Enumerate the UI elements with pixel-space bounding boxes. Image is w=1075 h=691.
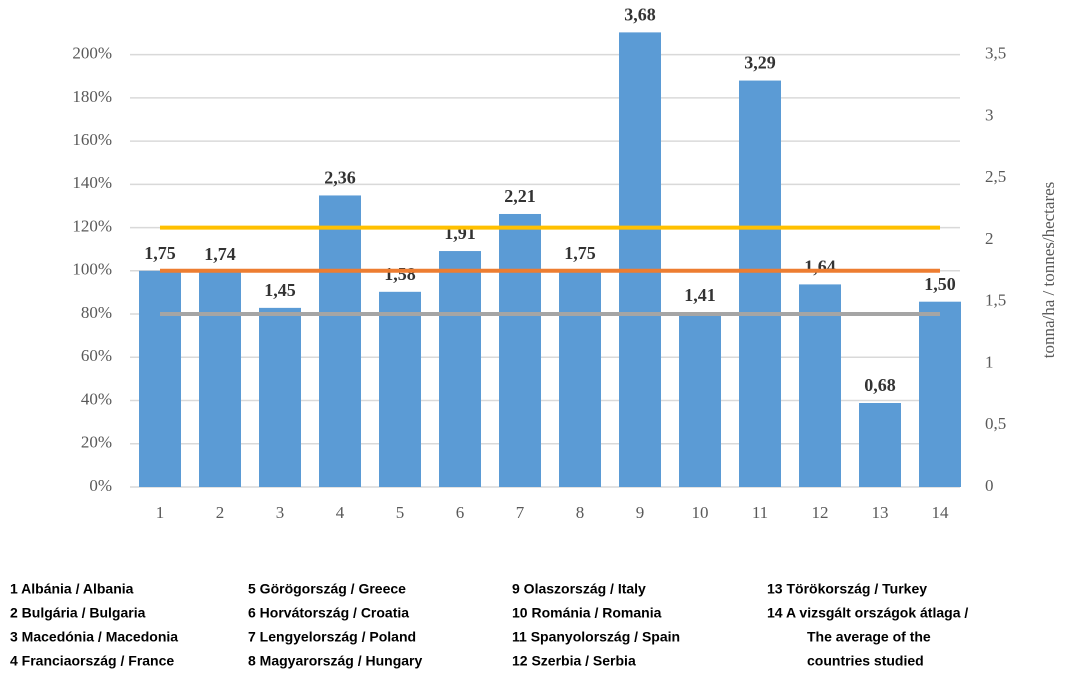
x-tick-label: 12 [812, 503, 829, 522]
y-tick-label: 160% [72, 130, 112, 149]
value-label: 3,29 [744, 53, 776, 73]
value-label: 2,21 [504, 186, 536, 206]
value-label: 1,41 [684, 285, 716, 305]
legend-note: 9 Olaszország / Italy [512, 581, 646, 597]
bar [799, 284, 841, 487]
y-tick-label: 80% [81, 303, 112, 322]
bar [379, 291, 421, 487]
value-label: 1,45 [264, 280, 296, 300]
legend-note: 13 Törökország / Turkey [767, 581, 927, 597]
value-label: 3,68 [624, 5, 656, 25]
x-tick-label: 6 [456, 503, 465, 522]
value-label: 2,36 [324, 168, 356, 188]
x-tick-label: 14 [932, 503, 950, 522]
x-tick-label: 5 [396, 503, 405, 522]
legend-note: 5 Görögország / Greece [248, 581, 406, 597]
x-tick-label: 13 [872, 503, 889, 522]
y-tick-label: 200% [72, 44, 112, 63]
legend-note: 12 Szerbia / Serbia [512, 653, 636, 669]
bar [499, 213, 541, 488]
x-tick-label: 3 [276, 503, 285, 522]
bar [319, 195, 361, 487]
bar [139, 270, 181, 487]
legend-note: 3 Macedónia / Macedonia [10, 629, 178, 645]
legend-note: 2 Bulgária / Bulgaria [10, 605, 146, 621]
legend-note: 1 Albánia / Albania [10, 581, 134, 597]
value-label: 1,75 [564, 243, 596, 263]
y2-tick-label: 1 [985, 352, 994, 371]
legend-note: 6 Horvátország / Croatia [248, 605, 409, 621]
legend-note: 8 Magyarország / Hungary [248, 653, 422, 669]
legend-note: 4 Franciaország / France [10, 653, 174, 669]
value-label: 1,58 [384, 264, 416, 284]
x-tick-label: 4 [336, 503, 345, 522]
bar [199, 272, 241, 487]
y-tick-label: 100% [72, 260, 112, 279]
legend-note: 14 A vizsgált országok átlaga / [767, 605, 968, 621]
bar [619, 32, 661, 487]
y2-tick-label: 1,5 [985, 291, 1006, 310]
x-tick-label: 8 [576, 503, 585, 522]
x-tick-label: 2 [216, 503, 225, 522]
y2-tick-label: 3,5 [985, 44, 1006, 63]
bar [739, 80, 781, 488]
y-tick-label: 40% [81, 389, 112, 408]
legend-note: 10 Románia / Romania [512, 605, 662, 621]
bar [259, 307, 301, 487]
bar [439, 251, 481, 487]
y-tick-label: 0% [89, 476, 112, 495]
value-label: 1,50 [924, 274, 956, 294]
bar [859, 402, 901, 487]
y-tick-label: 120% [72, 216, 112, 235]
value-label: 0,68 [864, 375, 896, 395]
y2-axis-label: tonna/ha / tonnes/hectares [1039, 182, 1058, 359]
bar [679, 312, 721, 487]
value-label: 1,75 [144, 243, 176, 263]
y-tick-label: 180% [72, 87, 112, 106]
y2-tick-label: 0,5 [985, 414, 1006, 433]
x-tick-label: 9 [636, 503, 645, 522]
x-tick-label: 11 [752, 503, 768, 522]
bar [559, 270, 601, 487]
legend-note: 11 Spanyolország / Spain [512, 629, 680, 645]
y-tick-label: 20% [81, 433, 112, 452]
y2-tick-label: 2,5 [985, 167, 1006, 186]
y-tick-label: 140% [72, 173, 112, 192]
x-tick-label: 1 [156, 503, 165, 522]
legend-note: 7 Lengyelország / Poland [248, 629, 416, 645]
x-tick-label: 10 [692, 503, 709, 522]
legend-note: countries studied [807, 653, 924, 669]
y2-tick-label: 2 [985, 229, 994, 248]
x-tick-label: 7 [516, 503, 525, 522]
bar [919, 301, 961, 487]
value-label: 1,64 [804, 257, 836, 277]
y-tick-label: 60% [81, 346, 112, 365]
y2-tick-label: 0 [985, 476, 994, 495]
legend-note: The average of the [807, 629, 931, 645]
y2-tick-label: 3 [985, 105, 994, 124]
value-label: 1,74 [204, 244, 236, 264]
